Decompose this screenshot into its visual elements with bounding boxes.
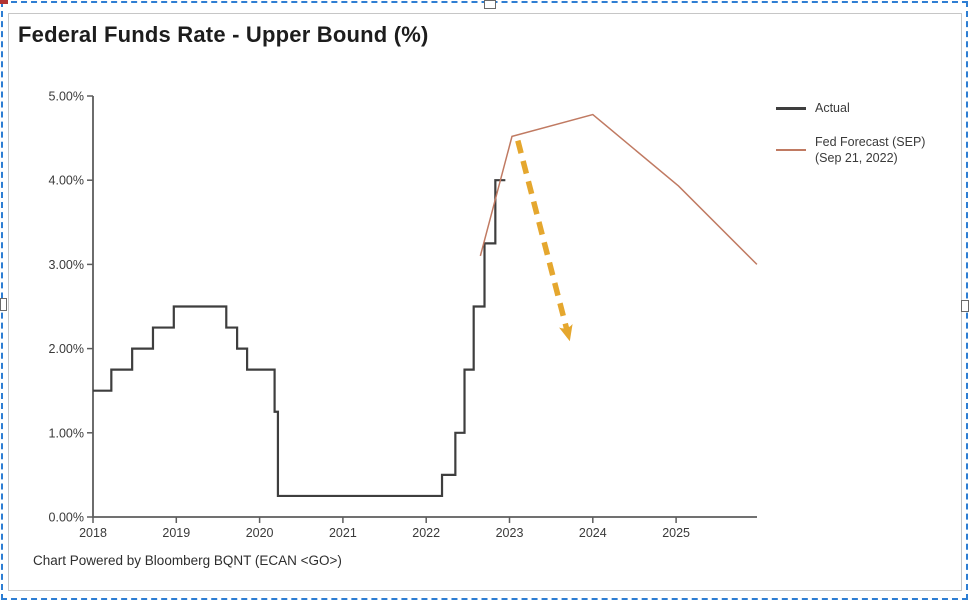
selection-handle-top[interactable] [484,0,496,9]
legend: Actual Fed Forecast (SEP) (Sep 21, 2022) [776,100,961,184]
actual-line-swatch [776,106,806,110]
y-tick-label: 4.00% [49,174,84,188]
corner-artifact [0,0,8,4]
forecast-series [479,113,758,265]
y-tick-label: 2.00% [49,342,84,356]
chart-title: Federal Funds Rate - Upper Bound (%) [18,22,429,47]
x-tick-label: 2018 [79,526,107,540]
legend-label-actual: Actual [815,101,850,115]
legend-item-actual: Actual [776,100,961,116]
selection-handle-right[interactable] [961,300,969,312]
x-tick-label: 2019 [162,526,190,540]
x-tick-label: 2024 [579,526,607,540]
selection-handle-left[interactable] [0,298,7,311]
x-tick-label: 2022 [412,526,440,540]
x-tick-label: 2023 [496,526,524,540]
y-tick-label: 0.00% [49,511,84,525]
legend-label-forecast: Fed Forecast (SEP) [815,135,926,149]
annotation-arrow [515,139,573,342]
legend-sublabel-forecast: (Sep 21, 2022) [815,151,898,165]
chart-credit: Chart Powered by Bloomberg BQNT (ECAN <G… [33,553,342,568]
x-tick-label: 2021 [329,526,357,540]
y-tick-label: 1.00% [49,426,84,440]
x-tick-label: 2020 [246,526,274,540]
legend-item-forecast: Fed Forecast (SEP) (Sep 21, 2022) [776,134,961,166]
y-tick-label: 3.00% [49,258,84,272]
y-tick-label: 5.00% [49,90,84,104]
actual-series [93,179,506,498]
forecast-line-swatch [776,149,806,151]
x-tick-label: 2025 [662,526,690,540]
